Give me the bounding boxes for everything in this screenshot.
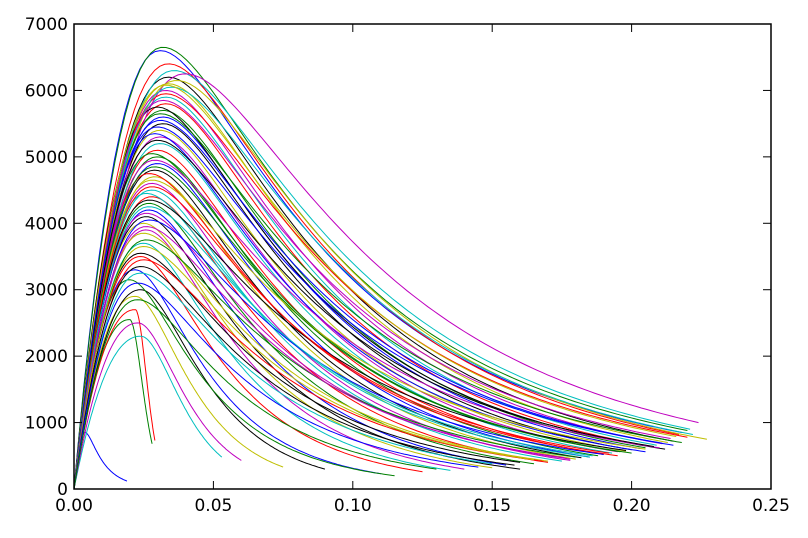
series-line — [74, 89, 663, 489]
series-line — [74, 173, 618, 489]
series-line — [74, 133, 646, 489]
series-line — [74, 186, 610, 489]
series-line — [74, 159, 660, 489]
x-tick-label: 0.00 — [55, 496, 93, 516]
series-line — [74, 149, 604, 489]
y-tick-label: 4000 — [25, 214, 68, 234]
series-line — [74, 139, 654, 489]
series-line — [74, 70, 691, 489]
series-line — [74, 126, 674, 489]
x-tick-label: 0.20 — [613, 496, 651, 516]
series-line — [74, 113, 682, 489]
y-tick-label: 6000 — [25, 81, 68, 101]
series-line — [74, 232, 549, 489]
series-line — [74, 143, 613, 489]
series-line — [74, 252, 521, 489]
series-line — [74, 192, 590, 489]
series-line — [74, 166, 621, 489]
series-line — [74, 84, 677, 489]
y-tick-label: 7000 — [25, 15, 68, 35]
series-line — [74, 289, 326, 489]
series-line — [74, 76, 674, 489]
y-tick-label: 0 — [57, 480, 68, 500]
series-line — [74, 169, 582, 489]
series-line — [74, 179, 646, 489]
series-line — [74, 229, 465, 489]
series-line — [74, 222, 493, 489]
series-line — [74, 269, 381, 489]
series-line — [74, 199, 627, 489]
series-line — [74, 322, 242, 489]
x-axis: 0.00 0.05 0.10 0.15 0.20 0.25 — [55, 24, 790, 516]
y-tick-label: 2000 — [25, 347, 68, 367]
x-tick-label: 0.05 — [194, 496, 232, 516]
series-line — [74, 299, 437, 489]
series-line — [74, 196, 549, 489]
y-tick-label: 1000 — [25, 414, 68, 434]
x-tick-label: 0.15 — [473, 496, 511, 516]
series-line — [74, 46, 688, 489]
y-axis: 0 1000 2000 3000 4000 5000 6000 7000 — [25, 15, 771, 500]
plot-frame — [73, 23, 772, 490]
series-line — [74, 189, 562, 489]
series-line — [74, 265, 515, 489]
series-line — [74, 219, 604, 489]
y-tick-label: 3000 — [25, 281, 68, 301]
series-line — [74, 99, 671, 489]
series-line — [74, 245, 535, 489]
series-line — [74, 119, 663, 489]
series-lines — [74, 46, 707, 489]
series-line — [74, 282, 479, 489]
y-tick-label: 5000 — [25, 148, 68, 168]
series-line — [74, 272, 493, 489]
series-line — [74, 73, 699, 489]
series-line — [74, 226, 565, 489]
series-line — [74, 206, 593, 489]
x-tick-label: 0.25 — [752, 496, 790, 516]
series-line — [74, 259, 543, 489]
series-line — [74, 295, 284, 489]
series-line — [74, 242, 451, 489]
series-line — [74, 335, 223, 489]
series-line — [74, 255, 423, 489]
series-line — [74, 176, 576, 489]
x-tick-label: 0.10 — [334, 496, 372, 516]
series-line — [74, 80, 707, 489]
series-line — [74, 103, 652, 489]
series-line — [74, 202, 535, 489]
series-line — [74, 209, 507, 489]
series-line — [74, 116, 641, 489]
